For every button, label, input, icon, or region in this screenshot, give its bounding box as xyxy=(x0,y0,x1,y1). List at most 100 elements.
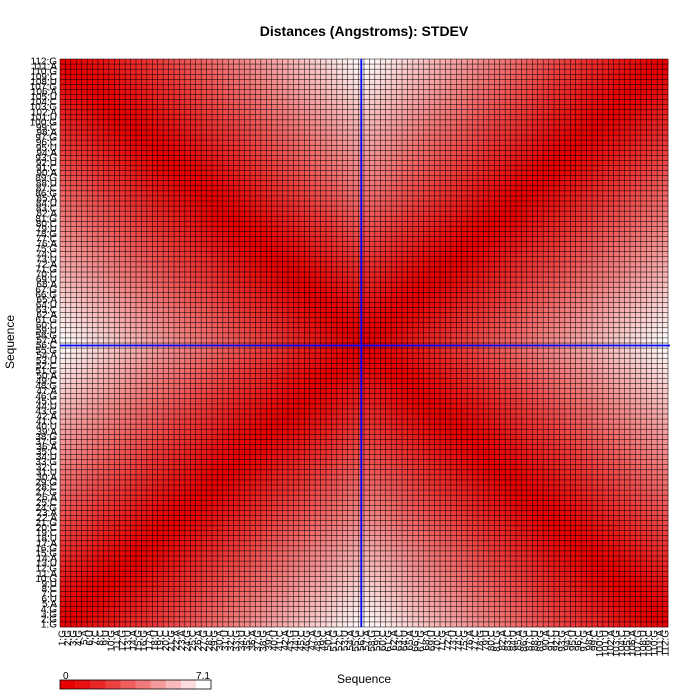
heatmap-cell xyxy=(168,94,175,100)
heatmap-cell xyxy=(157,211,164,217)
heatmap-cell xyxy=(146,236,153,242)
heatmap-cell xyxy=(271,165,278,171)
heatmap-cell xyxy=(65,135,72,141)
heatmap-cell xyxy=(195,130,202,136)
heatmap-cell xyxy=(201,576,207,582)
heatmap-cell xyxy=(206,170,213,176)
heatmap-cell xyxy=(146,586,153,592)
heatmap-cell xyxy=(195,124,202,131)
heatmap-cell xyxy=(60,505,66,511)
heatmap-cell xyxy=(298,317,305,324)
heatmap-cell xyxy=(76,611,83,618)
heatmap-cell xyxy=(250,109,256,116)
heatmap-cell xyxy=(212,216,218,222)
heatmap-cell xyxy=(266,515,273,521)
heatmap-cell xyxy=(266,135,273,141)
heatmap-cell xyxy=(260,515,267,521)
heatmap-cell xyxy=(146,616,153,623)
heatmap-cell xyxy=(168,221,175,227)
heatmap-cell xyxy=(260,591,267,597)
heatmap-cell xyxy=(98,556,104,562)
heatmap-cell xyxy=(98,403,104,410)
heatmap-cell xyxy=(60,581,66,587)
heatmap-cell xyxy=(239,170,245,176)
heatmap-cell xyxy=(108,327,115,334)
heatmap-cell xyxy=(277,216,283,222)
heatmap-cell xyxy=(87,302,93,308)
heatmap-cell xyxy=(125,373,131,379)
heatmap-cell xyxy=(206,571,213,577)
heatmap-cell xyxy=(228,251,235,258)
heatmap-cell xyxy=(92,403,99,410)
heatmap-cell xyxy=(174,246,180,253)
heatmap-cell xyxy=(206,84,213,90)
heatmap-cell xyxy=(157,596,164,602)
heatmap-cell xyxy=(152,571,159,577)
heatmap-cell xyxy=(179,272,186,278)
heatmap-cell xyxy=(136,246,142,253)
heatmap-cell xyxy=(201,221,207,227)
heatmap-cell xyxy=(271,282,278,288)
heatmap-cell xyxy=(157,302,164,308)
heatmap-cell xyxy=(206,317,213,324)
heatmap-cell xyxy=(288,297,294,303)
heatmap-cell xyxy=(157,439,164,445)
heatmap-cell xyxy=(217,74,224,80)
heatmap-cell xyxy=(119,393,126,400)
heatmap-cell xyxy=(190,89,197,95)
heatmap-cell xyxy=(298,348,305,354)
heatmap-cell xyxy=(184,322,191,329)
heatmap-cell xyxy=(250,454,256,460)
heatmap-cell xyxy=(244,439,251,445)
heatmap-cell xyxy=(271,231,278,237)
heatmap-cell xyxy=(255,358,262,364)
heatmap-cell xyxy=(201,109,207,116)
heatmap-cell xyxy=(98,74,104,80)
heatmap-cell xyxy=(190,510,197,516)
heatmap-cell xyxy=(136,221,142,227)
heatmap-cell xyxy=(163,114,169,121)
heatmap-cell xyxy=(152,444,159,450)
heatmap-cell xyxy=(179,576,186,582)
heatmap-cell xyxy=(157,190,164,197)
heatmap-cell xyxy=(298,368,305,374)
heatmap-cell xyxy=(233,363,240,369)
heatmap-cell xyxy=(70,388,77,395)
heatmap-cell xyxy=(81,505,88,511)
heatmap-cell xyxy=(239,282,245,288)
heatmap-cell xyxy=(125,414,131,420)
heatmap-cell xyxy=(76,307,83,313)
heatmap-cell xyxy=(206,261,213,268)
heatmap-cell xyxy=(81,490,88,496)
heatmap-cell xyxy=(212,479,218,486)
heatmap-cell xyxy=(217,337,224,344)
heatmap-cell xyxy=(233,515,240,521)
heatmap-cell xyxy=(233,114,240,121)
heatmap-cell xyxy=(233,221,240,227)
heatmap-cell xyxy=(103,586,110,592)
heatmap-cell xyxy=(190,606,197,613)
heatmap-cell xyxy=(195,160,202,166)
heatmap-cell xyxy=(76,616,83,623)
heatmap-cell xyxy=(157,277,164,283)
heatmap-cell xyxy=(222,398,229,405)
heatmap-cell xyxy=(141,206,148,212)
heatmap-cell xyxy=(163,175,169,182)
heatmap-cell xyxy=(92,140,99,146)
heatmap-cell xyxy=(152,307,159,313)
heatmap-cell xyxy=(293,388,300,395)
heatmap-cell xyxy=(152,180,159,187)
heatmap-cell xyxy=(163,535,169,542)
heatmap-cell xyxy=(60,459,66,466)
heatmap-cell xyxy=(222,535,229,542)
heatmap-cell xyxy=(157,201,164,207)
heatmap-cell xyxy=(288,322,294,329)
heatmap-cell xyxy=(152,332,159,339)
heatmap-cell xyxy=(114,556,121,562)
heatmap-cell xyxy=(125,398,131,405)
heatmap-cell xyxy=(282,94,289,100)
heatmap-cell xyxy=(103,353,110,359)
heatmap-cell xyxy=(298,469,305,476)
heatmap-cell xyxy=(98,160,104,166)
heatmap-cell xyxy=(136,84,142,90)
